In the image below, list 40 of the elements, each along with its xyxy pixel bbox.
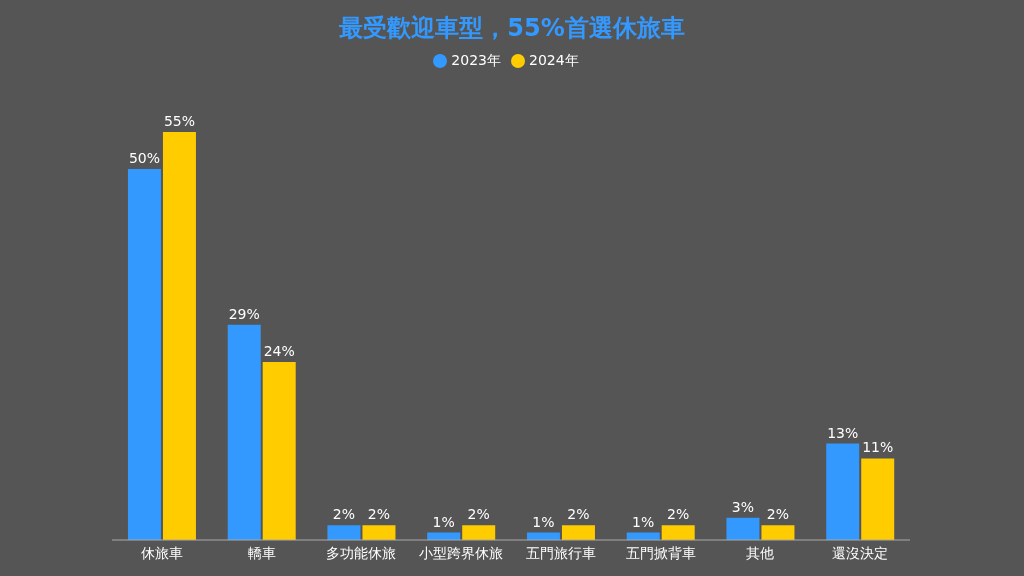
bar <box>327 525 361 540</box>
x-tick-label: 還沒決定 <box>832 544 889 561</box>
legend-label: 2024年 <box>529 52 579 68</box>
x-tick-label: 五門旅行車 <box>525 544 596 561</box>
x-tick-label: 多功能休旅 <box>326 544 397 561</box>
legend-label: 2023年 <box>451 52 501 68</box>
data-label: 29% <box>228 305 260 322</box>
bar <box>227 324 261 540</box>
data-label: 2% <box>467 506 490 523</box>
bar <box>761 525 795 540</box>
bar <box>127 169 161 540</box>
bar <box>162 132 196 540</box>
x-tick-label: 其他 <box>746 544 775 561</box>
data-label: 50% <box>128 150 161 167</box>
bar <box>861 458 895 540</box>
bar <box>826 443 860 540</box>
x-tick-label: 休旅車 <box>140 544 183 561</box>
data-label: 11% <box>862 439 894 456</box>
bar <box>462 525 496 540</box>
data-label: 2% <box>367 506 391 523</box>
data-label: 13% <box>827 424 859 441</box>
data-label: 55% <box>163 113 196 129</box>
data-label: 24% <box>263 342 295 359</box>
bar <box>262 361 296 540</box>
data-label: 2% <box>567 506 590 523</box>
data-label: 2% <box>667 506 690 523</box>
data-label: 3% <box>731 498 755 515</box>
data-label: 1% <box>432 513 455 530</box>
data-label: 1% <box>632 513 655 530</box>
x-tick-label: 轎車 <box>247 544 276 561</box>
data-label: 1% <box>532 513 555 530</box>
x-tick-label: 五門掀背車 <box>625 544 696 561</box>
data-label: 2% <box>766 506 790 523</box>
bar <box>561 525 595 540</box>
bar <box>362 525 396 540</box>
x-tick-label: 小型跨界休旅 <box>419 544 504 561</box>
data-label: 2% <box>332 506 356 523</box>
chart-title: 最受歡迎車型，55%首選休旅車 <box>338 13 686 44</box>
bar <box>726 517 760 540</box>
bar <box>661 525 695 540</box>
